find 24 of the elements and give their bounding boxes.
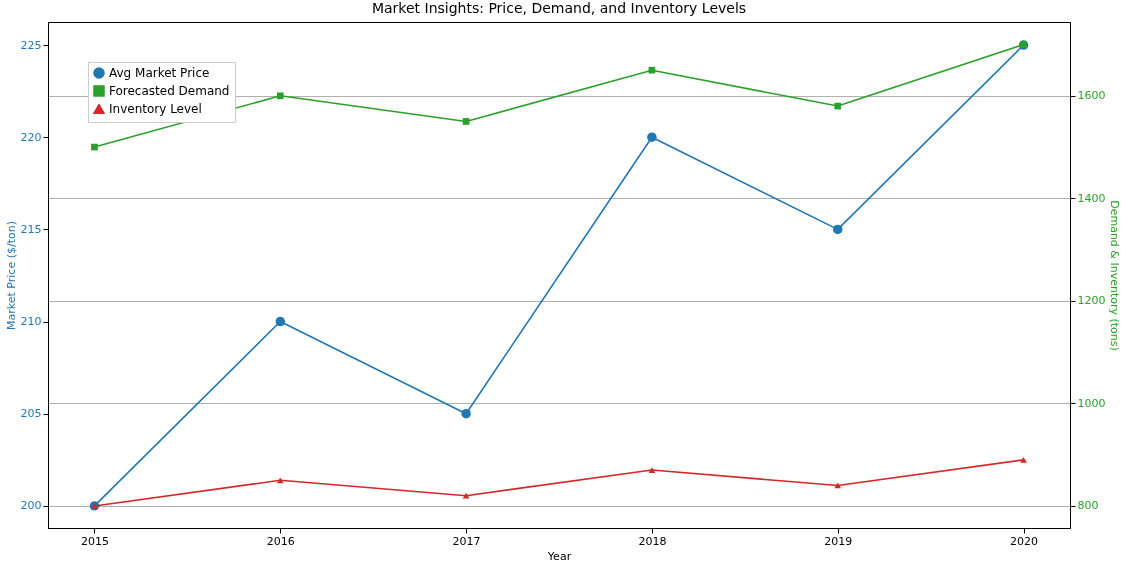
y2-tick-label: 1600 <box>1077 89 1106 103</box>
y-tick-label: 210 <box>20 315 42 329</box>
y2-tick-label: 1000 <box>1077 396 1106 410</box>
y2-axis-title: Demand & Inventory (tons) <box>1108 200 1122 351</box>
y-tick-label: 225 <box>20 38 42 52</box>
x-tick-label: 2017 <box>452 534 481 548</box>
y-tick-label: 215 <box>20 222 42 236</box>
x-tick-label: 2015 <box>80 534 109 548</box>
x-tick-label: 2018 <box>638 534 667 548</box>
chart-title: Market Insights: Price, Demand, and Inventory Levels <box>371 0 747 16</box>
y-axis-title: Market Price ($/ton) <box>4 221 18 330</box>
y2-tick-label: 1200 <box>1077 294 1106 308</box>
x-axis-title: Year <box>546 549 572 563</box>
legend-label: Forecasted Demand <box>109 84 230 98</box>
y-tick-label: 220 <box>20 130 42 144</box>
y-tick-label: 200 <box>20 499 42 513</box>
y2-tick-label: 1400 <box>1077 191 1106 205</box>
x-tick-label: 2016 <box>266 534 295 548</box>
x-tick-label: 2019 <box>824 534 853 548</box>
legend-label: Inventory Level <box>109 102 202 116</box>
legend-label: Avg Market Price <box>109 66 210 80</box>
y-tick-label: 205 <box>20 407 42 421</box>
y2-tick-label: 800 <box>1077 499 1099 513</box>
x-tick-label: 2020 <box>1010 534 1039 548</box>
